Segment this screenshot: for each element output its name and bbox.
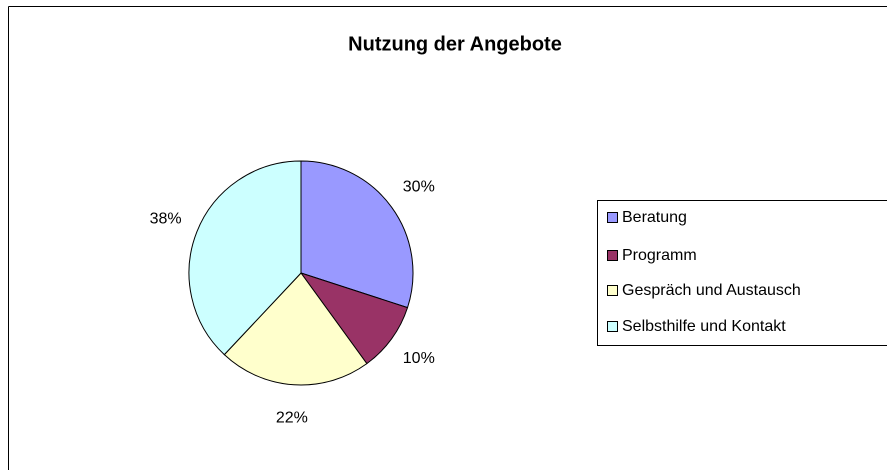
legend-swatch bbox=[607, 212, 618, 223]
pie-slice bbox=[300, 160, 414, 309]
legend-label: Programm bbox=[622, 247, 697, 264]
data-label: 10% bbox=[403, 350, 435, 367]
legend-label: Gespräch und Austausch bbox=[622, 282, 801, 299]
legend-swatch bbox=[607, 321, 618, 332]
legend bbox=[597, 200, 887, 346]
chart-title: Nutzung der Angebote bbox=[348, 33, 562, 55]
legend-swatch bbox=[607, 285, 618, 296]
legend-label: Beratung bbox=[622, 209, 687, 226]
legend-swatch bbox=[607, 250, 618, 261]
pie-slice bbox=[188, 160, 302, 356]
pie-slice bbox=[223, 272, 368, 386]
data-label: 22% bbox=[276, 410, 308, 427]
legend-label: Selbsthilfe und Kontakt bbox=[622, 318, 786, 335]
data-label: 30% bbox=[403, 179, 435, 196]
data-label: 38% bbox=[150, 211, 182, 228]
